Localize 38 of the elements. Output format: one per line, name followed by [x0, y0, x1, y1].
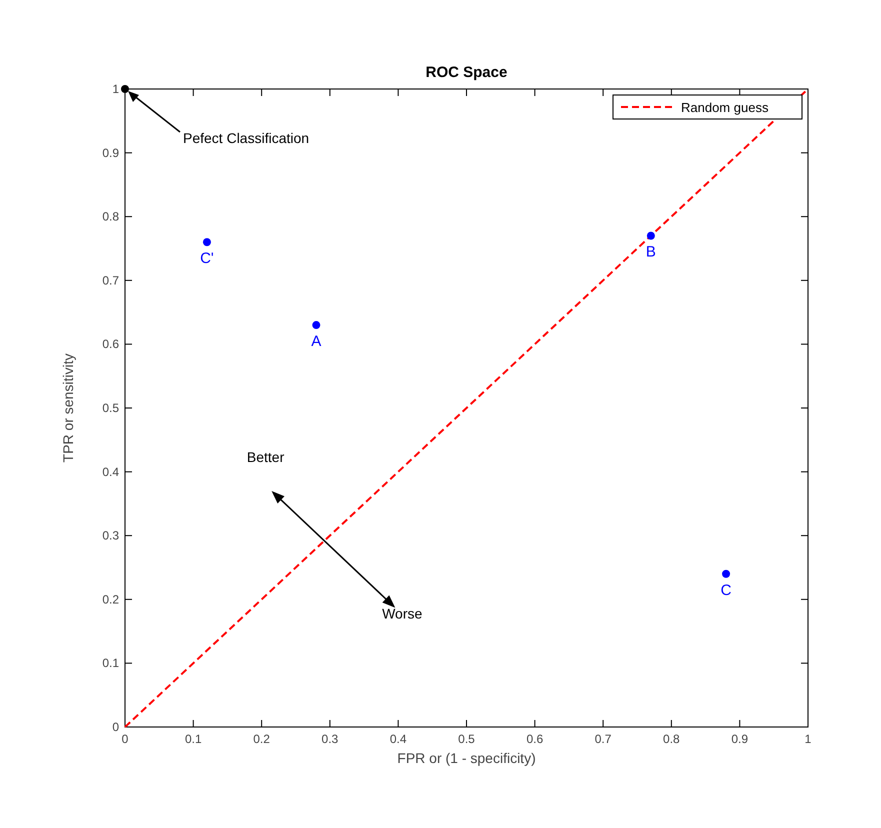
legend-label: Random guess — [681, 100, 769, 115]
y-tick-label: 0.6 — [102, 337, 120, 352]
x-tick-label: 0.5 — [458, 732, 476, 746]
y-tick-label: 0 — [112, 720, 120, 734]
annotation: C' — [200, 250, 214, 268]
x-tick-label: 0.2 — [253, 732, 270, 746]
point — [312, 321, 320, 330]
x-tick-label: 0.4 — [390, 732, 407, 746]
annotation: Better — [246, 449, 285, 466]
x-tick-label: 1 — [804, 732, 812, 746]
y-tick-label: 0.9 — [102, 146, 120, 160]
x-tick-label: 0.6 — [526, 732, 544, 746]
annotation: C — [720, 582, 732, 599]
point — [646, 232, 655, 240]
annotation: Pefect Classification — [183, 130, 310, 146]
y-axis-title: TPR or sensitivity — [60, 354, 76, 462]
x-tick-label: 0.1 — [184, 732, 202, 746]
point — [121, 85, 129, 93]
annotation: A — [311, 333, 322, 350]
y-tick-label: 0.5 — [102, 401, 120, 415]
x-tick-label: 0 — [122, 732, 129, 746]
y-tick-label: 0.2 — [102, 592, 120, 606]
x-tick-label: 0.8 — [663, 732, 680, 746]
chart-title: ROC Space — [426, 64, 508, 81]
y-tick-label: 0.8 — [102, 210, 120, 224]
y-tick-label: 1 — [112, 82, 120, 96]
y-tick-label: 0.1 — [102, 656, 120, 670]
x-axis-title: FPR or (1 - specificity) — [397, 750, 536, 766]
annotation: Worse — [382, 606, 423, 622]
y-tick-label: 0.4 — [102, 464, 120, 479]
x-tick-label: 0.3 — [322, 732, 339, 746]
x-tick-label: 0.7 — [594, 732, 612, 746]
point — [202, 238, 211, 246]
point — [722, 570, 730, 578]
x-tick-label: 0.9 — [731, 732, 748, 746]
annotation: B — [646, 244, 656, 261]
y-tick-label: 0.7 — [102, 273, 120, 288]
y-tick-label: 0.3 — [102, 528, 120, 543]
